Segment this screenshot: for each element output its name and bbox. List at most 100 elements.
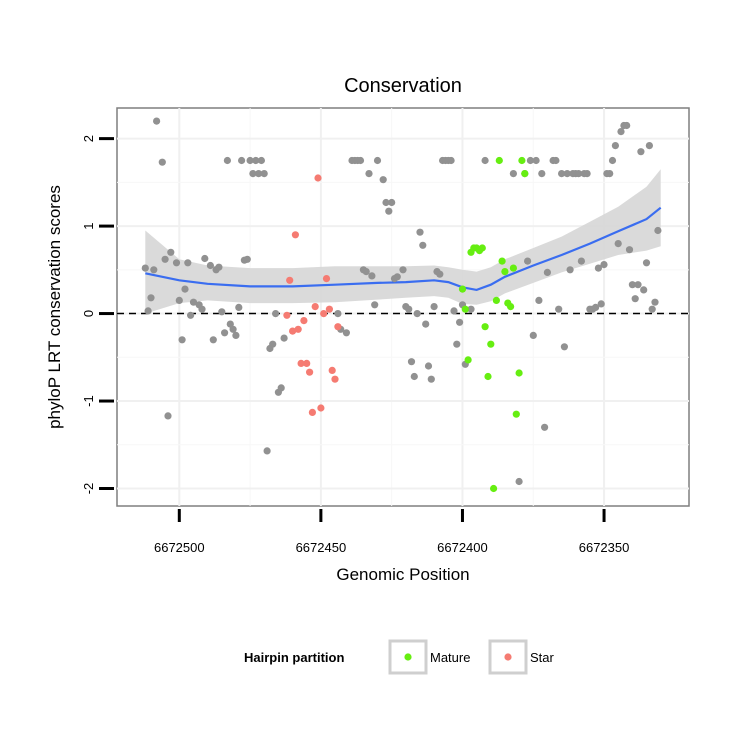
data-point-mature [501,268,509,276]
data-point-star [289,327,297,335]
data-point-other [640,286,648,294]
data-point-other [388,198,396,207]
legend-item-mature: Mature [388,639,470,675]
data-point-other [631,295,639,303]
data-point-other [538,170,546,178]
data-point-other [167,248,175,256]
data-point-other [175,296,183,304]
smooth-curve [145,206,662,292]
data-point-mature [461,305,469,313]
data-point-other [189,298,198,306]
data-point-other [577,257,586,265]
data-point-other [141,264,149,272]
data-point-other [198,305,206,313]
data-point-other [617,128,625,136]
data-point-star [294,325,302,333]
data-point-other [450,307,458,315]
data-point-other [243,255,251,263]
data-point-other [218,308,226,316]
data-point-other [249,170,257,178]
data-point-other [419,241,427,249]
data-point-other [645,142,654,150]
data-point-other [583,170,591,178]
data-point-other [277,384,285,392]
data-point-mature [521,170,529,178]
x-axis: 6672500 6672450 6672400 6672350 [154,509,629,555]
confidence-band-area [145,169,661,314]
legend-item-star: Star [488,639,555,675]
data-point-other [410,372,418,381]
data-point-other [215,263,223,271]
data-point-other [529,331,537,339]
data-point-other [558,170,566,178]
data-point-mature [495,156,503,165]
y-axis-title: phyloP LRT conservation scores [45,185,64,429]
data-point-mature [498,257,506,265]
data-point-star [325,305,333,313]
data-point-star [331,375,339,383]
legend-key-mature [404,653,412,661]
legend: Hairpin partition Mature Star [244,639,555,675]
data-point-other [263,447,271,455]
data-point-star [320,310,328,318]
data-point-other [280,334,288,342]
data-point-other [422,320,430,328]
data-point-other [575,170,583,178]
data-point-other [628,281,637,289]
x-tick-label: 6672500 [154,540,205,555]
y-tick-label: -1 [81,395,96,407]
data-point-other [623,121,631,130]
y-axis: -2 -1 0 1 2 [81,135,114,494]
data-point-mature [509,264,517,272]
x-tick-label: 6672450 [296,540,347,555]
data-point-other [535,296,543,304]
data-point-other [161,255,169,263]
data-point-other [334,310,342,318]
data-point-other [594,264,603,272]
data-point-other [515,477,523,486]
data-point-other [654,226,662,235]
data-point-other [371,301,379,309]
data-point-other [229,325,237,333]
data-point-other [257,156,265,165]
data-point-other [592,303,600,311]
data-point-mature [507,303,515,311]
data-point-mature [484,372,492,381]
data-point-other [221,329,229,337]
data-point-other [625,246,634,254]
data-point-other [201,254,209,263]
data-point-other [260,170,268,178]
data-point-star [286,276,294,284]
data-point-other [178,336,186,344]
confidence-band [145,169,661,314]
data-point-other [365,170,373,178]
data-point-other [532,156,540,165]
data-point-other [606,170,614,178]
data-point-other [255,170,263,178]
data-point-other [342,329,350,337]
data-point-other [560,343,569,351]
data-point-other [555,305,563,313]
data-point-other [223,156,231,165]
data-point-other [543,268,552,276]
data-point-other [269,340,277,348]
data-point-other [252,156,260,165]
data-point-star [311,303,319,311]
data-point-other [651,298,659,306]
data-point-other [368,272,376,280]
data-point-other [526,156,535,165]
y-tick-label: 0 [81,310,96,317]
data-point-star [300,317,308,325]
data-point-other [467,305,475,313]
y-tick-label: -2 [81,483,96,495]
data-point-mature [490,484,498,493]
data-point-mature [481,323,489,331]
data-point-star [303,359,311,367]
smooth-trend-line [145,206,662,292]
data-point-mature [458,285,467,293]
data-point-other [147,294,155,302]
data-point-other [427,375,435,383]
data-point-other [246,156,254,165]
data-point-other [453,340,461,348]
data-point-other [563,170,571,178]
